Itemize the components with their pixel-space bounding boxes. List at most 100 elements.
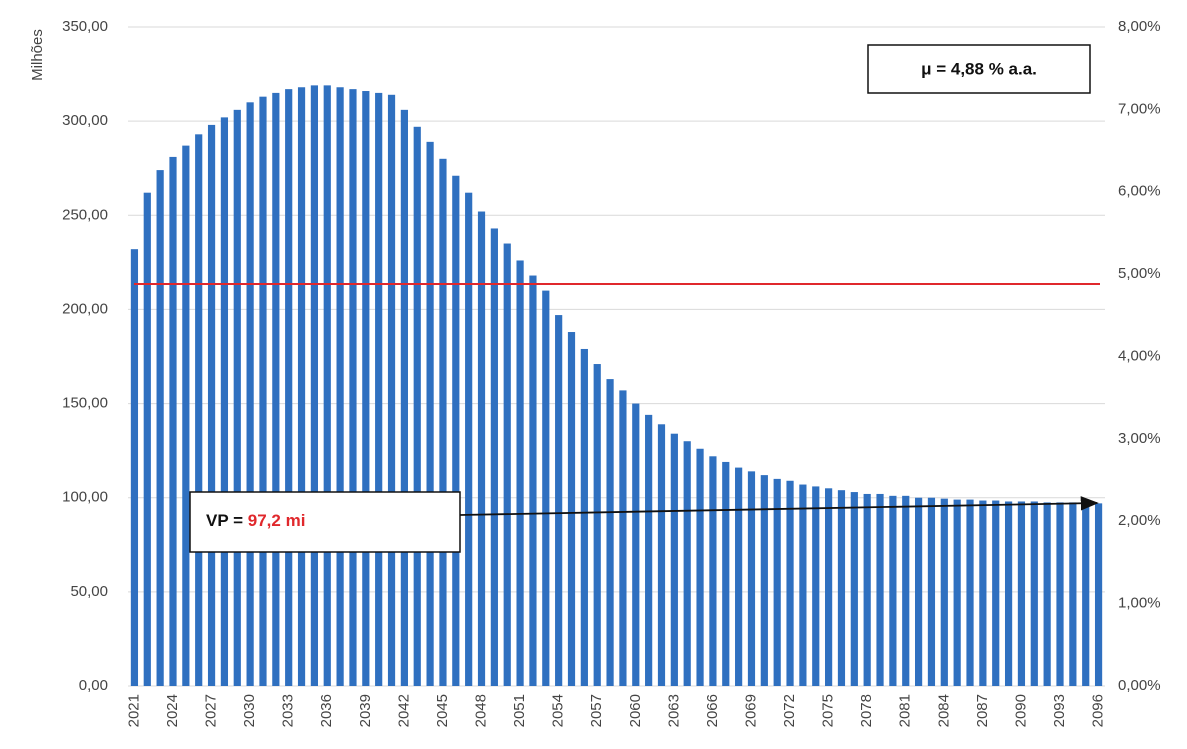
x-tick-label: 2096 [1090,694,1107,727]
x-tick-label: 2030 [241,694,258,727]
bar [503,243,511,686]
bar [310,85,319,686]
x-tick-label: 2057 [588,694,605,727]
y2-tick-label: 2,00% [1118,512,1161,529]
bar [426,141,434,687]
bar [156,170,164,686]
bar [1017,501,1026,686]
y-tick-label: 150,00 [62,395,108,412]
y-tick-label: 300,00 [62,112,108,129]
vp-label: VP = [206,511,243,530]
vp-box [189,491,461,553]
bar [760,475,768,686]
bar [670,433,678,686]
bar [825,488,833,686]
vp-value: 97,2 mi [248,511,306,530]
bar [439,158,447,687]
bar [992,500,1000,686]
bar [632,403,640,686]
bar [490,228,498,687]
bar [465,192,473,687]
bar [362,91,370,686]
y-axis-title: Milhões [29,29,46,81]
bar [850,492,858,686]
bar [966,499,974,686]
bar [657,424,666,686]
bar [927,497,936,686]
y-tick-label: 50,00 [70,583,108,600]
bar [709,456,717,686]
bar [1043,502,1051,686]
x-tick-label: 2090 [1012,694,1029,727]
bar [786,480,794,686]
x-tick-label: 2060 [627,694,644,727]
bar [1069,502,1077,686]
x-tick-label: 2081 [897,694,914,727]
bar [542,290,550,686]
bar [220,117,229,687]
x-tick-label: 2054 [550,694,567,727]
bar [477,211,486,686]
x-tick-label: 2039 [357,694,374,727]
x-tick-label: 2027 [203,694,220,727]
x-tick-label: 2075 [820,694,837,727]
bar [593,364,601,686]
bar [889,495,897,686]
bar [323,85,331,686]
bar [285,89,293,687]
bar [143,192,151,687]
bar [1082,502,1090,686]
y2-tick-label: 4,00% [1118,347,1161,364]
bar [195,134,203,686]
y2-tick-label: 6,00% [1118,183,1161,200]
bar [130,249,139,687]
bar [837,490,846,686]
bar [876,493,884,686]
bar [914,497,923,686]
bar [722,461,730,686]
bar [696,448,704,686]
bar [773,478,781,686]
bar [336,87,344,687]
bar [902,495,910,686]
y-tick-label: 0,00 [79,677,108,694]
bar [529,275,537,686]
bar [400,109,408,687]
x-tick-label: 2024 [164,694,181,727]
x-tick-label: 2021 [125,694,142,727]
bar [863,493,871,686]
bar [1004,501,1013,686]
bar [182,145,190,686]
bar [940,498,948,686]
x-tick-label: 2048 [472,694,489,727]
x-tick-label: 2093 [1051,694,1068,727]
bar [246,102,254,687]
x-tick-label: 2045 [434,694,451,727]
y2-tick-label: 5,00% [1118,265,1161,282]
bar [747,471,756,686]
bar [683,441,691,686]
bar [619,390,627,686]
bar [297,87,306,687]
bar [413,126,421,686]
x-tick-label: 2087 [974,694,991,727]
x-tick-label: 2072 [781,694,798,727]
y-tick-label: 200,00 [62,300,108,317]
x-tick-label: 2069 [742,694,759,727]
x-tick-label: 2051 [511,694,528,727]
bar [259,96,267,686]
x-tick-label: 2036 [318,694,335,727]
bar [272,92,280,686]
bar [516,260,524,686]
bar [169,156,177,687]
bar [606,379,614,686]
bar [387,94,396,687]
mu-annotation: μ = 4,88 % a.a. [921,59,1037,78]
bar [979,500,987,686]
y2-tick-label: 8,00% [1118,18,1161,35]
bar [1056,502,1064,686]
x-tick-label: 2042 [395,694,412,727]
x-tick-label: 2084 [935,694,952,727]
bar [1030,501,1038,686]
bar [812,486,820,686]
